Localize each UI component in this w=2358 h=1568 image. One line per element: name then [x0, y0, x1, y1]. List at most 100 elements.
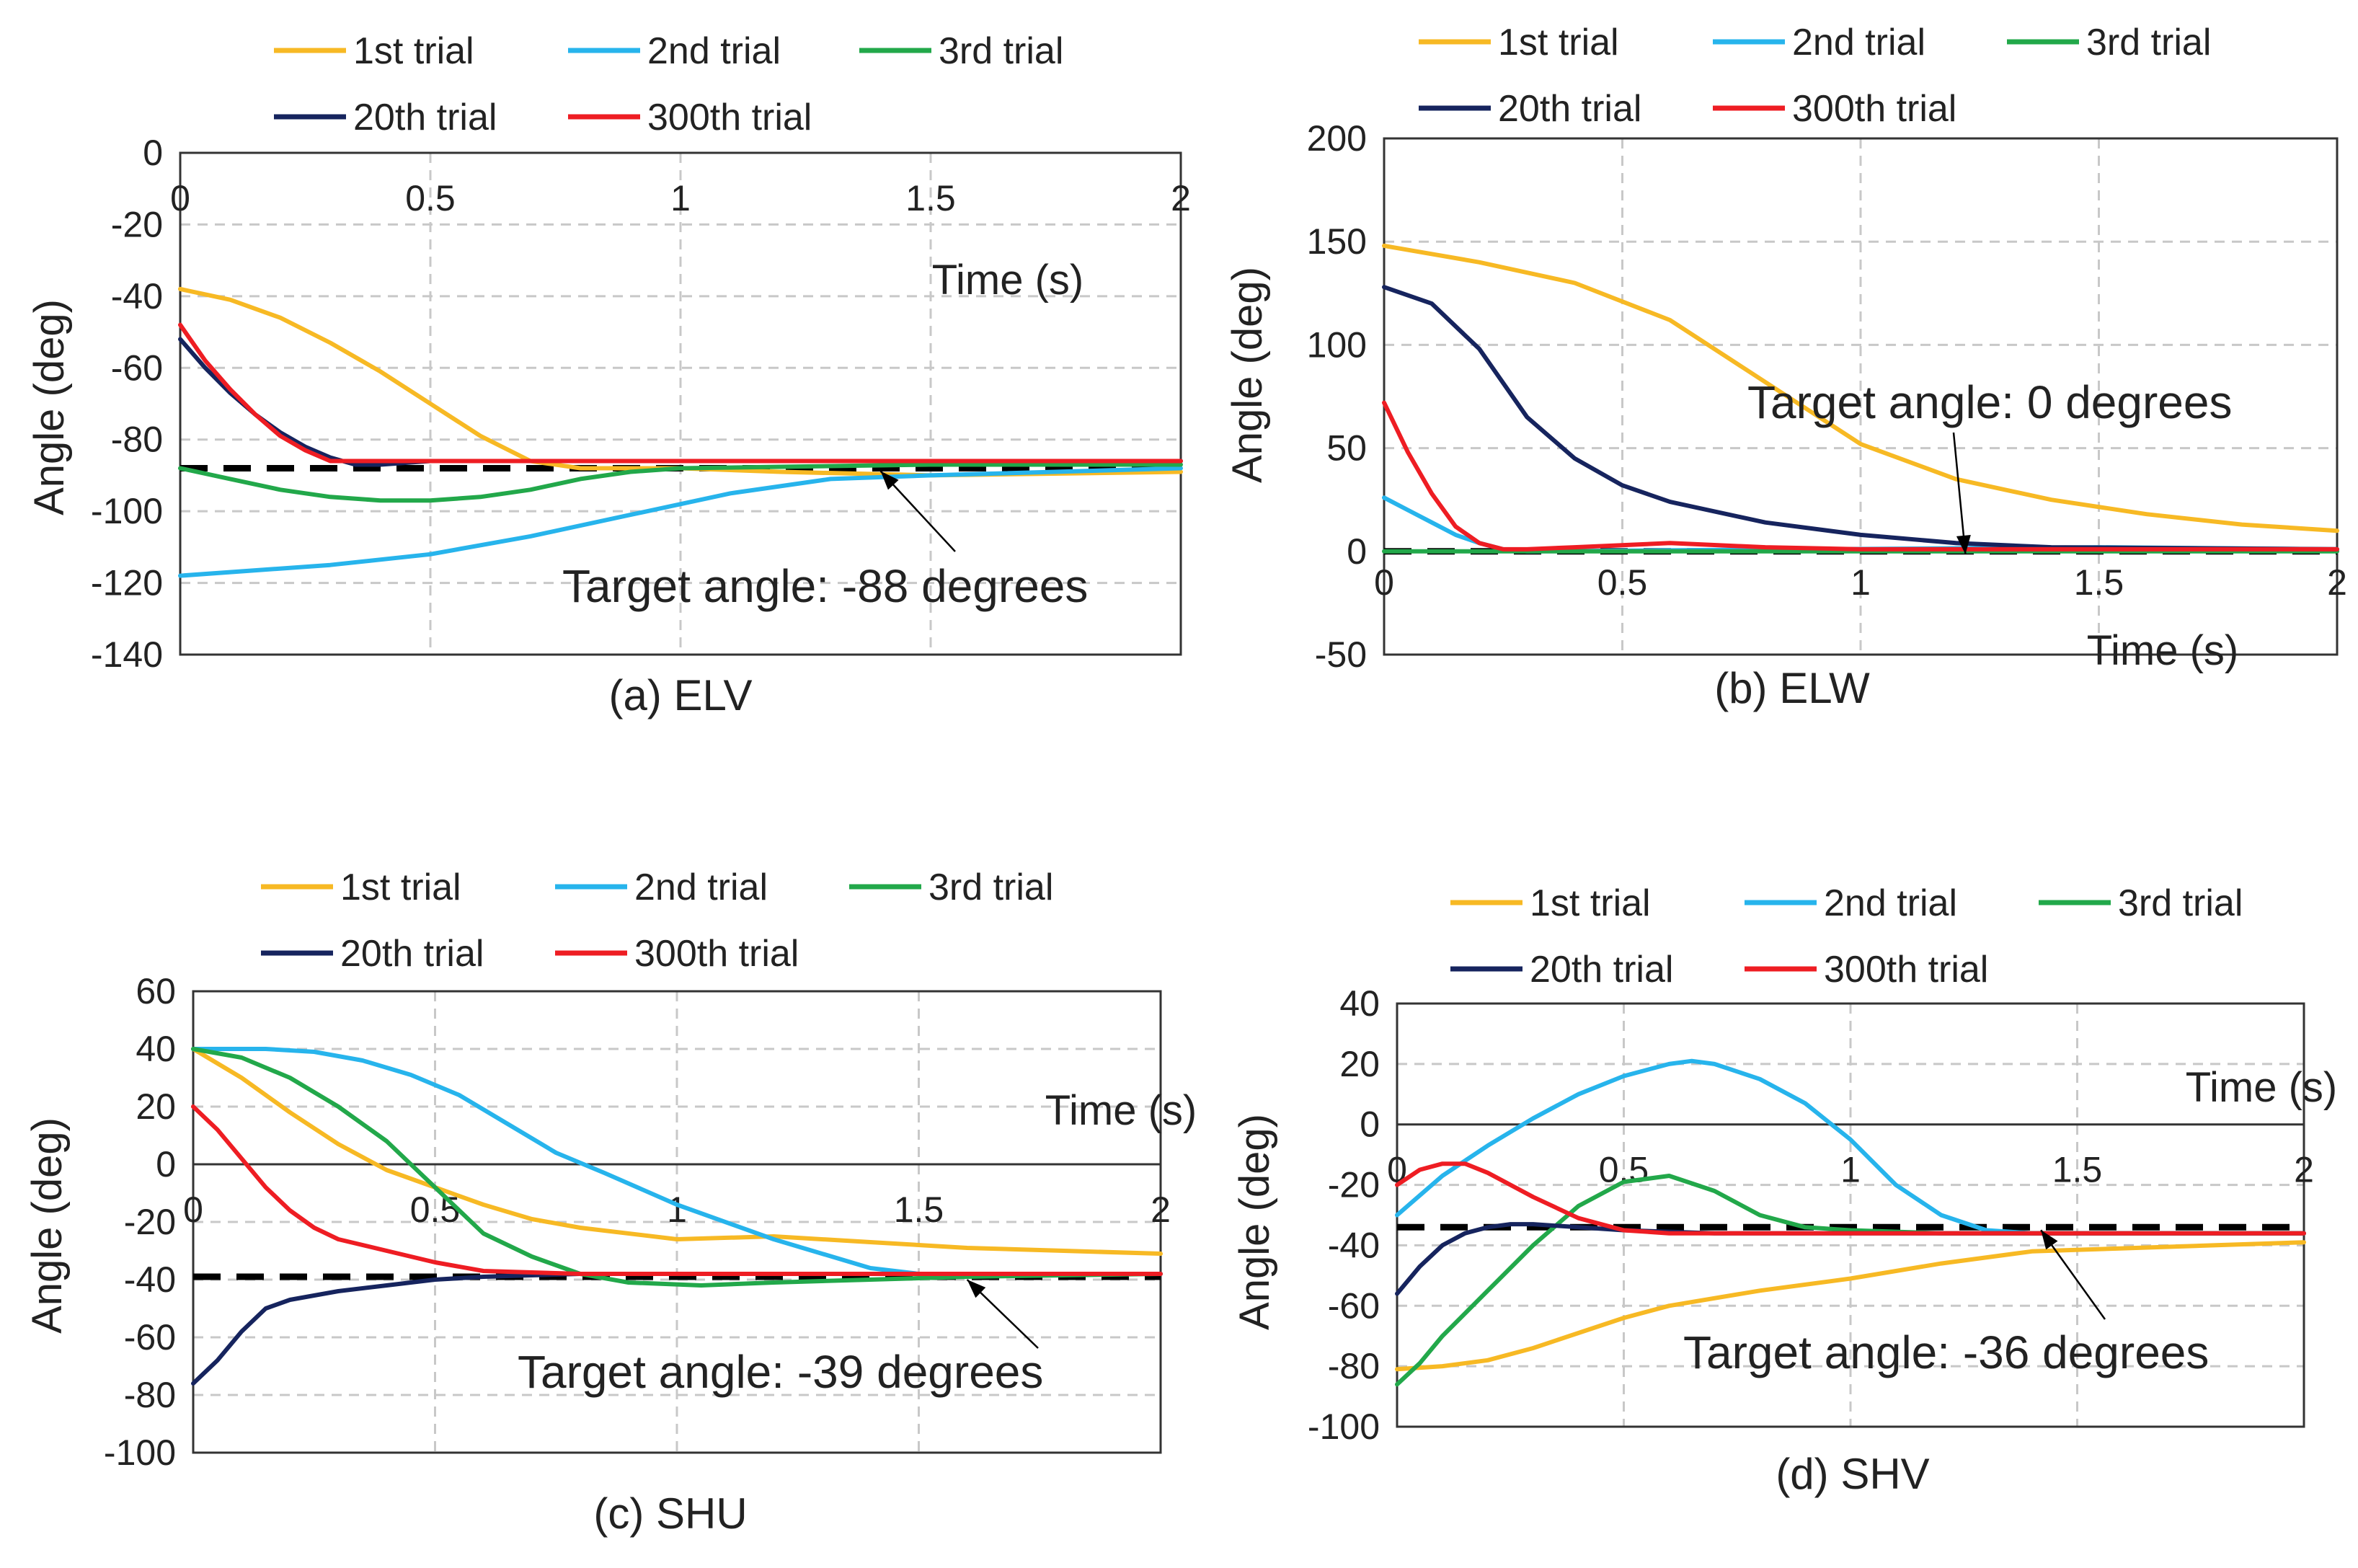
- y-tick-label: 150: [1307, 221, 1367, 262]
- legend-label-300th-trial: 300th trial: [634, 933, 799, 975]
- legend-label-3rd-trial: 3rd trial: [939, 30, 1063, 72]
- target-annotation: Target angle: -88 degrees: [562, 560, 1088, 612]
- series-line-1st-trial: [191, 1047, 1163, 1256]
- y-tick-label: 100: [1307, 324, 1367, 365]
- y-tick-label: -40: [124, 1259, 176, 1300]
- series-line-2nd-trial: [191, 1047, 1163, 1276]
- legend-label-2nd-trial: 2nd trial: [647, 30, 781, 72]
- y-tick-label: 40: [1339, 983, 1380, 1024]
- y-tick-label: -80: [124, 1375, 176, 1415]
- x-tick-label: 1.5: [2074, 562, 2124, 603]
- y-tick-label: -60: [124, 1317, 176, 1357]
- y-tick-label: 40: [136, 1029, 176, 1069]
- series-line-300th-trial: [1382, 400, 2339, 552]
- y-tick-label: -60: [111, 347, 163, 388]
- x-axis-title: Time (s): [2186, 1064, 2337, 1111]
- legend-label-1st-trial: 1st trial: [340, 867, 461, 908]
- legend-label-300th-trial: 300th trial: [1824, 949, 1988, 991]
- series-line-1st-trial: [1382, 243, 2339, 533]
- x-tick-label: 0.5: [410, 1190, 461, 1230]
- legend-label-1st-trial: 1st trial: [1498, 22, 1619, 63]
- y-tick-label: -100: [1308, 1407, 1380, 1447]
- series-line-2nd-trial: [178, 466, 1183, 578]
- y-tick-label: 50: [1326, 428, 1367, 469]
- x-tick-label: 0: [170, 178, 190, 218]
- series-line-3rd-trial: [178, 462, 1183, 503]
- series-line-300th-trial: [191, 1104, 1163, 1276]
- legend-label-3rd-trial: 3rd trial: [928, 867, 1053, 908]
- legend-label-1st-trial: 1st trial: [353, 30, 474, 72]
- x-tick-label: 1: [1851, 562, 1871, 603]
- x-tick-label: 1.5: [905, 178, 956, 218]
- y-tick-label: 0: [1360, 1104, 1380, 1145]
- x-tick-label: 1: [667, 1190, 687, 1230]
- legend-label-2nd-trial: 2nd trial: [1824, 882, 1957, 924]
- x-tick-label: 2: [2327, 562, 2347, 603]
- y-tick-label: -40: [111, 276, 163, 316]
- panel-caption: (b) ELW: [1714, 664, 1870, 712]
- series-line-3rd-trial: [1395, 1174, 2306, 1387]
- y-tick-label: 20: [1339, 1044, 1380, 1084]
- panel-caption: (c) SHU: [593, 1489, 747, 1538]
- x-tick-label: 1.5: [2052, 1150, 2103, 1190]
- y-axis-title: Angle (deg): [24, 1117, 71, 1334]
- y-tick-label: -100: [91, 491, 163, 531]
- y-tick-label: -20: [1328, 1165, 1380, 1205]
- series-line-1st-trial: [178, 286, 1183, 478]
- target-annotation: Target angle: -36 degrees: [1683, 1326, 2209, 1378]
- target-annotation: Target angle: -39 degrees: [518, 1346, 1043, 1398]
- legend-label-20th-trial: 20th trial: [340, 933, 484, 975]
- y-tick-label: 20: [136, 1086, 176, 1127]
- series-line-300th-trial: [1395, 1161, 2306, 1236]
- series-line-2nd-trial: [1395, 1058, 2306, 1236]
- y-tick-label: 0: [156, 1144, 176, 1184]
- y-tick-label: -100: [104, 1432, 176, 1473]
- panel-caption: (d) SHV: [1776, 1450, 1929, 1498]
- y-tick-label: 60: [136, 971, 176, 1011]
- legend-label-3rd-trial: 3rd trial: [2118, 882, 2243, 924]
- legend-label-1st-trial: 1st trial: [1530, 882, 1651, 924]
- panel-caption: (a) ELV: [609, 671, 753, 719]
- legend-label-2nd-trial: 2nd trial: [634, 867, 768, 908]
- y-tick-label: -120: [91, 563, 163, 603]
- y-tick-label: -50: [1315, 634, 1367, 675]
- x-tick-label: 2: [1171, 178, 1191, 218]
- target-arrow-head: [880, 471, 899, 490]
- series-line-1st-trial: [1395, 1240, 2306, 1372]
- y-tick-label: -20: [124, 1202, 176, 1242]
- x-tick-label: 0: [1374, 562, 1394, 603]
- x-tick-label: 1: [1840, 1150, 1861, 1190]
- legend-label-2nd-trial: 2nd trial: [1792, 22, 1925, 63]
- x-tick-label: 0: [183, 1190, 203, 1230]
- x-tick-label: 0.5: [1597, 562, 1648, 603]
- y-tick-label: -80: [111, 420, 163, 460]
- x-tick-label: 1.5: [894, 1190, 944, 1230]
- x-tick-label: 0.5: [405, 178, 456, 218]
- y-axis-title: Angle (deg): [26, 299, 73, 515]
- legend-label-300th-trial: 300th trial: [1792, 88, 1956, 130]
- legend-label-3rd-trial: 3rd trial: [2086, 22, 2211, 63]
- x-tick-label: 2: [2294, 1150, 2314, 1190]
- x-axis-title: Time (s): [932, 257, 1083, 304]
- series-line-300th-trial: [178, 322, 1183, 464]
- y-axis-title: Angle (deg): [1224, 267, 1271, 483]
- target-arrow-shaft: [1952, 432, 1967, 554]
- legend-label-20th-trial: 20th trial: [1498, 88, 1641, 130]
- y-axis-title: Angle (deg): [1231, 1114, 1278, 1330]
- target-arrow-head: [1956, 534, 1971, 554]
- plot-frame: [1383, 137, 2339, 656]
- y-tick-label: 0: [1347, 531, 1367, 572]
- x-axis-title: Time (s): [1045, 1087, 1197, 1134]
- series-line-3rd-trial: [191, 1047, 1163, 1288]
- y-tick-label: -60: [1328, 1285, 1380, 1326]
- series-line-20th-trial: [1382, 285, 2339, 552]
- legend-label-20th-trial: 20th trial: [1530, 949, 1673, 991]
- target-annotation: Target angle: 0 degrees: [1747, 376, 2232, 428]
- y-tick-label: 0: [143, 133, 163, 173]
- plot-frame: [192, 990, 1162, 1454]
